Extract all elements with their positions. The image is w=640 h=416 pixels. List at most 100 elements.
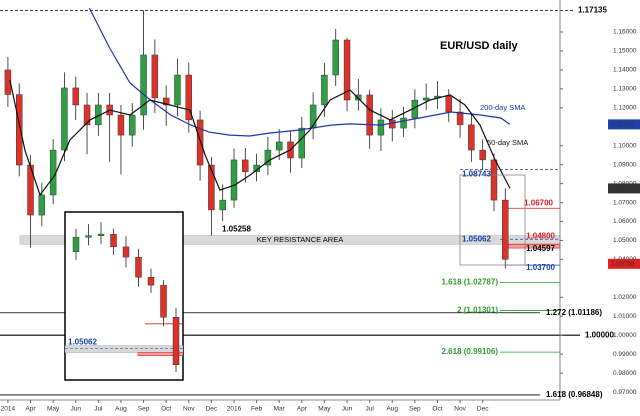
series-label: 50-day SMA (487, 138, 528, 147)
candle-body (97, 233, 105, 236)
candle-body (72, 87, 79, 106)
level-label: 1.618 (1.02787) (442, 277, 499, 286)
candle-body (468, 124, 475, 151)
candle-body (49, 149, 57, 196)
x-tick-label: Jul (365, 406, 374, 413)
y-tick-label: 1.09000 (613, 161, 637, 168)
resistance-label: KEY RESISTANCE AREA (257, 235, 343, 244)
candle-body (264, 149, 272, 166)
candle-body (72, 237, 80, 252)
candle-body (490, 159, 498, 201)
front-layer: 1.17135 1.08743 1.06700 1.05258 1.05062 1.048… (222, 6, 640, 399)
candle-body (366, 94, 373, 136)
candle-body (140, 54, 147, 116)
candle-body (479, 149, 486, 161)
level-label: 1.05258 (222, 225, 251, 234)
x-tick-label: Nov (454, 406, 466, 413)
x-tick-label: Aug (386, 406, 398, 413)
level-label: 1.272 (1.01186) (546, 308, 602, 317)
candle-body (219, 199, 226, 211)
inset: 1.05062 (65, 222, 183, 372)
candle-body (332, 39, 339, 76)
x-tick-label: Feb (251, 406, 263, 413)
x-tick-label: Jun (70, 406, 81, 413)
y-tick-label: 0.99000 (613, 351, 637, 358)
x-tick-label: May (318, 406, 331, 413)
candle-body (276, 141, 283, 151)
y-tick-label: 1.15000 (613, 48, 637, 55)
x-tick-label: Mar (274, 406, 286, 413)
candle-body (389, 119, 396, 129)
series-label: 200-day SMA (480, 103, 525, 112)
x-tick-label: Nov (183, 406, 195, 413)
level-label: 2 (1.01301) (457, 306, 498, 315)
candle-body (122, 246, 130, 258)
x-tick-label: 2016 (227, 406, 242, 413)
level-label: 1.17135 (578, 6, 607, 15)
candle-body (400, 117, 407, 129)
level-label: 2.618 (0.99106) (442, 347, 499, 356)
candle-body (456, 111, 464, 126)
chart-title: EUR/USD daily (440, 40, 519, 52)
y-tick-label: 1.07000 (613, 199, 637, 206)
y-tick-label: 0.98000 (613, 370, 637, 377)
inset-resistance-band (65, 345, 183, 353)
x-tick-label: Oct (161, 406, 171, 413)
price-tag-label: 1.03768 (611, 261, 635, 268)
x-tick-label: Sep (138, 406, 150, 413)
price-tag (608, 183, 640, 194)
x-tick-label: Dec (477, 406, 489, 413)
candle-body (172, 317, 180, 365)
x-tick-label: May (47, 406, 60, 413)
price-tag (608, 258, 640, 269)
level-label: 1.05062 (462, 234, 491, 243)
x-tick-label: Aug (115, 406, 127, 413)
y-tick-label: 1.01000 (613, 313, 637, 320)
zoom-box (459, 174, 526, 266)
price-tag-label: 1.07746 (611, 185, 635, 192)
price-tag-label: 1.11126 (611, 121, 634, 128)
y-tick-label: 1.16000 (613, 29, 637, 36)
y-tick-label: 1.05000 (613, 237, 637, 244)
candle-body (160, 284, 167, 318)
candle-body (208, 164, 215, 211)
candle-body (321, 74, 328, 106)
candle-body (242, 159, 249, 173)
x-tick-label: Apr (25, 406, 36, 413)
y-tick-label: 1.00000 (613, 332, 637, 339)
candle-body (129, 114, 136, 136)
inset-level-label: 1.05062 (68, 338, 97, 347)
x-tick-label: Oct (432, 406, 442, 413)
y-tick-label: 1.10000 (613, 142, 637, 149)
candle-body (162, 97, 170, 106)
x-tick-label: Sep (409, 406, 421, 413)
candle-body (377, 119, 385, 136)
price-tag (608, 119, 640, 130)
candle-body (83, 104, 91, 126)
y-tick-label: 1.14000 (613, 67, 637, 74)
x-tick-label: Apr (297, 406, 308, 413)
candle-body (445, 95, 452, 113)
candle-body (61, 87, 68, 151)
level-label: 1.08743 (462, 170, 491, 179)
level-label: 1.03700 (526, 263, 555, 272)
inset-red-zone (137, 352, 183, 356)
x-tick-label: Jun (342, 406, 353, 413)
y-tick-label: 1.06000 (613, 218, 637, 225)
y-tick-label: 1.13000 (613, 86, 637, 93)
level-label: 1.06700 (524, 198, 553, 207)
x-tick-label: 2014 (1, 406, 16, 413)
sma-line (9, 79, 511, 197)
level-label: 1.618 (0.96848) (546, 390, 603, 399)
candle-body (185, 74, 192, 121)
candle-body (38, 194, 46, 216)
candle-body (502, 199, 509, 260)
level-label: 1.04800 (526, 231, 555, 240)
candle-body (174, 74, 181, 106)
x-tick-label: Jul (94, 406, 103, 413)
candle-body (151, 54, 159, 99)
candle-body (422, 97, 430, 101)
